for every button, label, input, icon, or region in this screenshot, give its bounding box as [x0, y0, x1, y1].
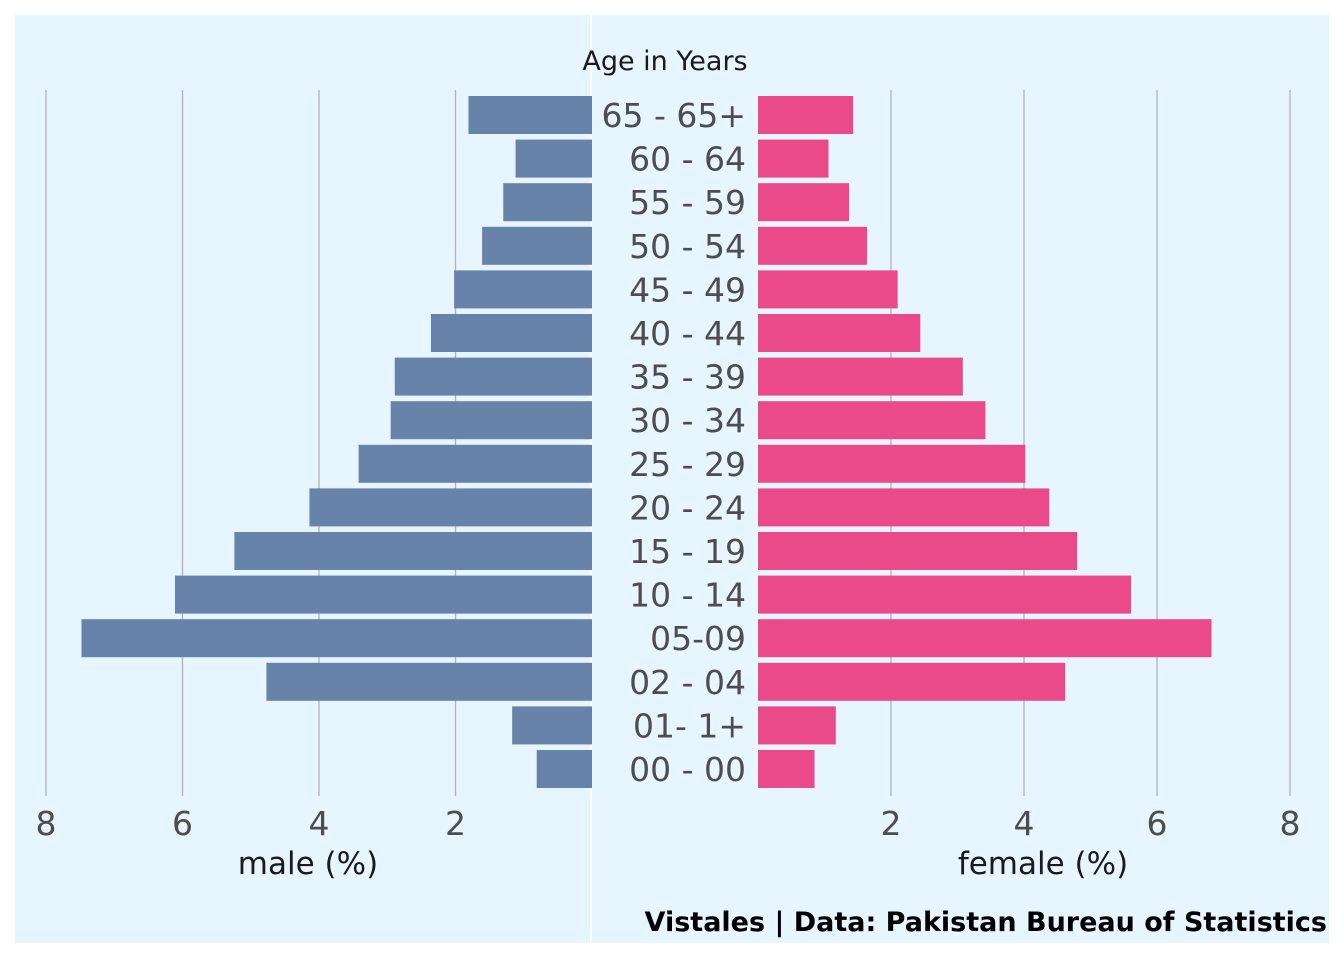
- male-bar: [394, 357, 592, 396]
- male-tick-label: 8: [36, 804, 57, 843]
- female-bar: [758, 662, 1066, 701]
- age-group-labels: 00 - 00 01- 1+ 02 - 04 05-09 10 - 14 15 - 19 2…: [601, 96, 746, 789]
- female-bar: [758, 226, 868, 265]
- female-bar: [758, 183, 850, 222]
- age-group-label: 01- 1+: [633, 706, 746, 745]
- age-group-label: 40 - 44: [629, 314, 746, 353]
- male-bar: [234, 532, 592, 570]
- male-bar: [174, 575, 592, 614]
- male-bar: [358, 444, 592, 483]
- male-bar: [512, 706, 592, 745]
- male-bar: [468, 96, 592, 134]
- age-group-label: 20 - 24: [629, 488, 746, 527]
- male-bar: [266, 662, 592, 701]
- female-tick-label: 4: [1014, 804, 1035, 843]
- age-group-label: 10 - 14: [629, 576, 746, 615]
- female-bar: [758, 357, 963, 396]
- male-axis-ticks: 2 4 6 8: [36, 804, 467, 843]
- age-axis-title: Age in Years: [582, 46, 747, 77]
- age-group-label: 05-09: [650, 619, 746, 658]
- female-bar: [758, 706, 836, 745]
- male-bar: [81, 619, 593, 658]
- age-group-label: 65 - 65+: [601, 96, 746, 135]
- female-bar: [758, 532, 1078, 570]
- female-bar: [758, 488, 1050, 527]
- male-bar: [515, 139, 592, 178]
- age-group-label: 30 - 34: [629, 401, 746, 440]
- male-tick-label: 4: [309, 804, 330, 843]
- female-bar: [758, 750, 815, 788]
- age-group-label: 55 - 59: [629, 183, 746, 222]
- female-bar: [758, 270, 898, 309]
- male-bar: [390, 401, 592, 440]
- female-bar: [758, 401, 986, 440]
- age-group-label: 02 - 04: [629, 663, 746, 702]
- male-bars: [81, 96, 593, 788]
- male-bar: [309, 488, 592, 527]
- age-group-label: 50 - 54: [629, 227, 746, 266]
- female-bar: [758, 619, 1212, 658]
- female-bar: [758, 575, 1132, 614]
- age-group-label: 25 - 29: [629, 445, 746, 484]
- age-group-label: 60 - 64: [629, 140, 746, 179]
- female-bar: [758, 314, 921, 352]
- male-bar: [536, 750, 592, 788]
- female-axis-ticks: 2 4 6 8: [881, 804, 1301, 843]
- female-axis-title: female (%): [958, 846, 1128, 882]
- age-group-label: 00 - 00: [629, 750, 746, 789]
- male-bar: [503, 183, 592, 222]
- female-tick-label: 6: [1147, 804, 1168, 843]
- male-tick-label: 2: [445, 804, 466, 843]
- male-tick-label: 6: [172, 804, 193, 843]
- male-bar: [482, 226, 592, 265]
- male-axis-title: male (%): [238, 846, 378, 882]
- female-bar: [758, 139, 829, 178]
- source-caption: Vistales | Data: Pakistan Bureau of Stat…: [645, 907, 1327, 938]
- male-bar: [454, 270, 592, 309]
- female-tick-label: 2: [881, 804, 902, 843]
- female-bar: [758, 96, 854, 134]
- age-group-label: 45 - 49: [629, 270, 746, 309]
- age-group-label: 15 - 19: [629, 532, 746, 571]
- age-group-label: 35 - 39: [629, 358, 746, 397]
- male-bar: [430, 314, 592, 352]
- female-bar: [758, 444, 1026, 483]
- female-tick-label: 8: [1280, 804, 1301, 843]
- female-bars: [758, 96, 1212, 788]
